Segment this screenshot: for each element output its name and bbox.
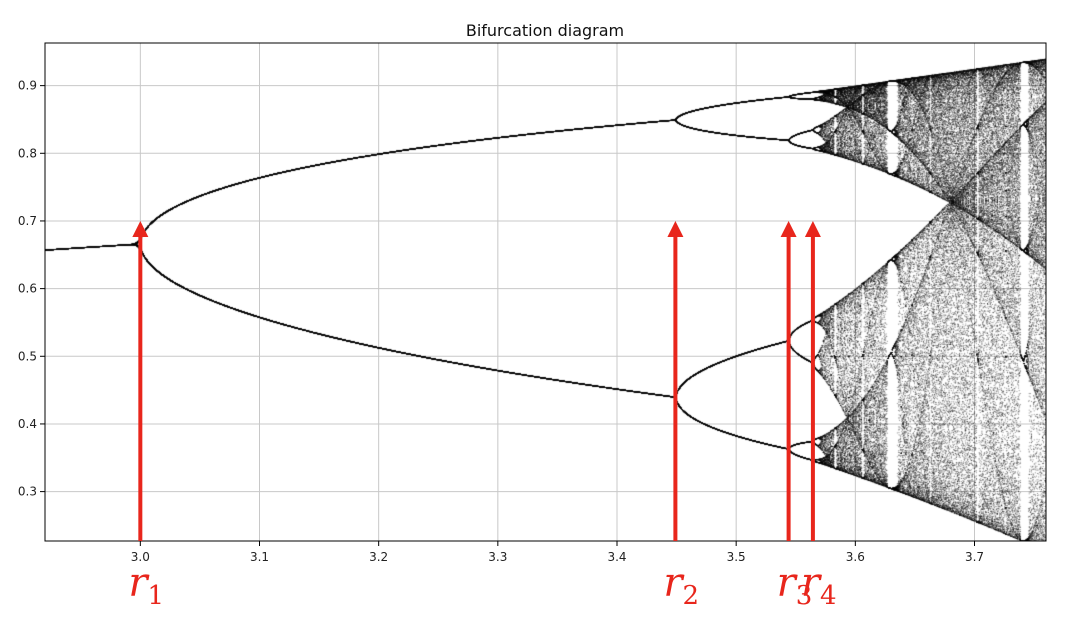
arrow-head bbox=[804, 220, 821, 237]
x-tick-label: 3.0 bbox=[131, 550, 150, 564]
x-tick-label: 3.5 bbox=[727, 550, 746, 564]
arrow-head bbox=[780, 220, 797, 237]
annotation-r4: r4 bbox=[801, 220, 837, 611]
y-axis-ticks: 0.3 0.4 0.5 0.6 0.7 0.8 0.9 bbox=[18, 79, 45, 499]
y-tick-label: 0.6 bbox=[18, 282, 37, 296]
x-tick-label: 3.6 bbox=[846, 550, 865, 564]
r-label: r4 bbox=[801, 560, 837, 611]
y-tick-label: 0.3 bbox=[18, 485, 37, 499]
arrow-head bbox=[132, 220, 149, 237]
annotation-r1: r1 bbox=[128, 220, 164, 611]
x-tick-label: 3.1 bbox=[250, 550, 269, 564]
plot-frame bbox=[44, 42, 1047, 542]
annotation-r2: r2 bbox=[663, 220, 699, 611]
y-tick-label: 0.8 bbox=[18, 146, 37, 160]
x-tick-label: 3.3 bbox=[488, 550, 507, 564]
bifurcation-points bbox=[45, 43, 1046, 541]
x-tick-label: 3.2 bbox=[369, 550, 388, 564]
chart-title: Bifurcation diagram bbox=[466, 21, 624, 40]
y-tick-label: 0.5 bbox=[18, 349, 37, 363]
y-tick-label: 0.4 bbox=[18, 417, 37, 431]
y-tick-label: 0.9 bbox=[18, 79, 37, 93]
y-tick-label: 0.7 bbox=[18, 214, 37, 228]
x-tick-label: 3.7 bbox=[965, 550, 984, 564]
r-label: r1 bbox=[128, 560, 164, 611]
x-tick-label: 3.4 bbox=[607, 550, 626, 564]
x-axis-ticks: 3.0 3.1 3.2 3.3 3.4 3.5 3.6 3.7 bbox=[131, 541, 984, 564]
r-label: r3 bbox=[777, 560, 813, 611]
bifurcation-scatter bbox=[45, 43, 1046, 541]
annotation-r3: r3 bbox=[777, 220, 813, 611]
arrow-head bbox=[667, 220, 684, 237]
r-label: r2 bbox=[663, 560, 699, 611]
